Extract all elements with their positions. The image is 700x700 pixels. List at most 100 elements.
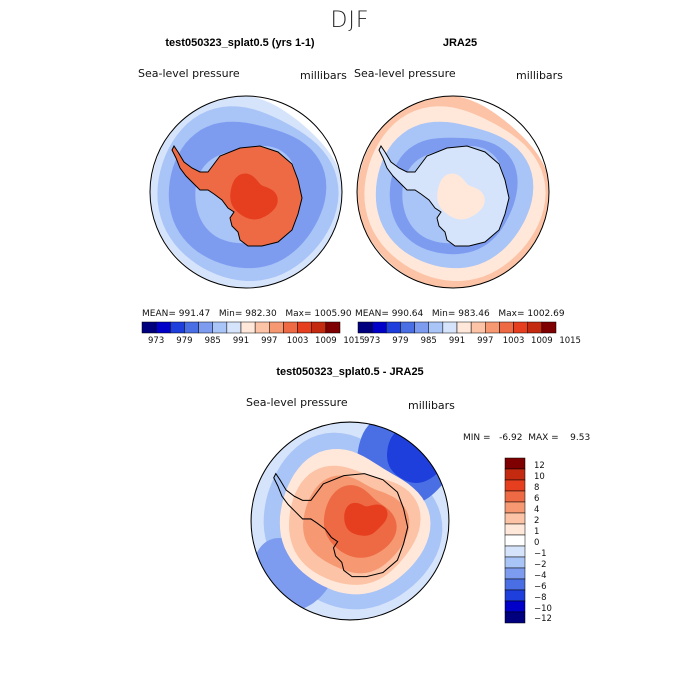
panel3-colorbar-swatch (504, 512, 526, 525)
panel3-units: millibars (408, 399, 455, 412)
panel3-map (250, 421, 450, 621)
panel1-colorbar-swatch (269, 321, 284, 334)
panel1-colorbar-tick-label: 1015 (343, 336, 365, 346)
panel3-colorbar-tick-label: 6 (534, 494, 539, 504)
panel3-stats: MIN = -6.92 MAX = 9.53 (463, 433, 590, 443)
panel2-colorbar-tick-label: 1003 (503, 336, 525, 346)
panel2-colorbar-swatch (499, 321, 514, 334)
panel1-colorbar-tick-label: 1009 (315, 336, 337, 346)
panel1-colorbar: 973 979 985 991 997 1003 1009 1015 (141, 321, 365, 346)
panel1-mean-label: MEAN= (142, 309, 176, 319)
panel3-colorbar-swatch (504, 501, 526, 514)
panel1-colorbar-tick-label: 973 (148, 336, 164, 346)
panel3-colorbar-tick-label: 2 (534, 516, 539, 526)
panel3-colorbar-swatch (504, 556, 526, 569)
panel1-colorbar-tick-label: 997 (261, 336, 277, 346)
panel1-min-value: 982.30 (245, 309, 277, 319)
panel3-max-label: MAX = (528, 433, 559, 443)
panel2-title: JRA25 (442, 37, 478, 49)
panel3-colorbar-swatch (504, 611, 526, 624)
panel1-colorbar-tick-label: 985 (205, 336, 221, 346)
panel3-colorbar-swatch (504, 457, 526, 470)
panel3-colorbar-swatch (504, 523, 526, 536)
panel3-colorbar-swatch (504, 578, 526, 591)
panel1-mean-value: 991.47 (178, 309, 211, 319)
panel2-colorbar-swatch (513, 321, 528, 334)
panel3-colorbar-tick-label: −10 (534, 604, 552, 614)
panel1-map-border (149, 95, 343, 289)
panel3-colorbar-swatch (504, 468, 526, 481)
panel3-map-border (250, 421, 450, 621)
panel3-colorbar-tick-label: −12 (534, 614, 552, 624)
panel1-title: test050323_splat0.5 (yrs 1-1) (165, 37, 315, 49)
panel2-colorbar-swatch (527, 321, 543, 334)
panel3-core (344, 502, 388, 536)
season-title: DJF (330, 8, 370, 33)
panel3-colorbar-swatch (504, 545, 526, 558)
panel2-min-label: Min= (431, 309, 456, 319)
panel1-map (149, 95, 343, 289)
panel1-colorbar-swatch (226, 321, 242, 334)
panel1-stats: MEAN= 991.47 Min= 982.30 Max= 1005.90 (142, 309, 352, 319)
panel1-min-label: Min= (218, 309, 243, 319)
panel2-max-label: Max= (498, 309, 525, 319)
panel3-min-label: MIN = (463, 433, 491, 443)
panel3-colorbar-tick-label: 1 (534, 527, 539, 537)
panel2-colorbar-swatch (470, 321, 486, 334)
panel3-min-value: -6.92 (499, 433, 523, 443)
panel1-colorbar-swatch (297, 321, 312, 334)
panel2-colorbar-swatch (442, 321, 458, 334)
panel1-colorbar-swatch (311, 321, 327, 334)
panel2-colorbar-swatch (386, 321, 401, 334)
panel1-colorbar-tick-label: 979 (176, 336, 192, 346)
panel1-colorbar-swatch (240, 321, 256, 334)
panel3-colorbar-tick-label: −6 (534, 582, 547, 592)
panel2-min-value: 983.46 (458, 309, 490, 319)
panel3-max-value: 9.53 (570, 433, 591, 443)
panel2-core (437, 173, 485, 220)
panel2-colorbar-swatch (371, 321, 387, 334)
panel2-colorbar: 973 979 985 991 997 1003 1009 1015 (357, 321, 581, 346)
panel1-core (230, 173, 278, 220)
panel3-colorbar-tick-label: 4 (534, 505, 539, 515)
panel3-colorbar-swatch (504, 490, 526, 503)
panel3-colorbar-swatch (504, 589, 526, 602)
panel2-colorbar-swatch (357, 321, 373, 334)
panel2-colorbar-tick-label: 985 (421, 336, 437, 346)
panel2-map-border (356, 95, 550, 289)
panel2-colorbar-tick-label: 1015 (559, 336, 581, 346)
panel2-mean-label: MEAN= (355, 309, 389, 319)
panel3-colorbar-tick-label: 0 (534, 538, 539, 548)
panel3-colorbar-swatch (504, 479, 526, 492)
panel2-colorbar-tick-label: 973 (364, 336, 380, 346)
panel1-colorbar-swatch (283, 321, 298, 334)
panel1-max-label: Max= (285, 309, 312, 319)
panel2-colorbar-swatch (456, 321, 472, 334)
panel2-colorbar-swatch (428, 321, 444, 334)
panel2-coastline (378, 145, 510, 247)
panel3-variable-label: Sea-level pressure (246, 396, 348, 409)
panel1-colorbar-swatch (212, 321, 228, 334)
panel2-map (356, 95, 550, 289)
panel3-title: test050323_splat0.5 - JRA25 (276, 366, 424, 378)
panel1-coastline (171, 145, 303, 247)
panel1-colorbar-swatch (184, 321, 199, 334)
panel2-colorbar-swatch (541, 321, 557, 334)
panel2-colorbar-tick-label: 997 (477, 336, 493, 346)
panel1-variable-label: Sea-level pressure (138, 67, 240, 80)
panel1-units: millibars (300, 69, 347, 82)
panel1-colorbar-swatch (325, 321, 341, 334)
panel1-colorbar-swatch (198, 321, 213, 334)
panel3-colorbar-tick-label: 10 (534, 472, 545, 482)
panel1-colorbar-swatch (155, 321, 171, 334)
panel1-colorbar-swatch (141, 321, 157, 334)
panel2-mean-value: 990.64 (391, 309, 424, 319)
panel3-colorbar-swatch (504, 534, 526, 547)
panel3-colorbar-tick-label: −2 (534, 560, 547, 570)
panel2-max-value: 1002.69 (527, 309, 565, 319)
panel1-max-value: 1005.90 (314, 309, 352, 319)
panel3-colorbar-swatch (504, 567, 526, 580)
panel3-colorbar-tick-label: 12 (534, 461, 545, 471)
panel2-colorbar-swatch (400, 321, 415, 334)
panel3-colorbar-tick-label: −8 (534, 593, 547, 603)
